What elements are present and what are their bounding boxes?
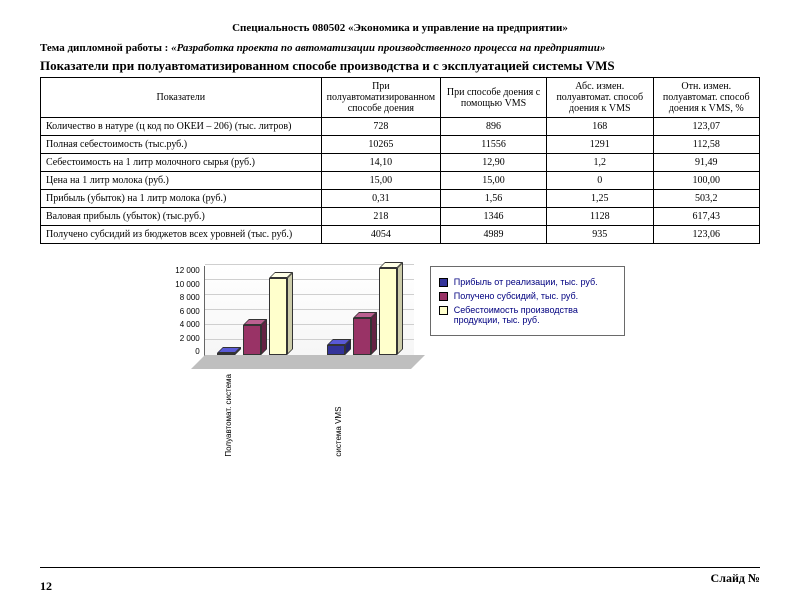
legend-label: Получено субсидий, тыс. руб. <box>454 291 578 301</box>
y-tick-label: 0 <box>195 347 199 356</box>
table-title: Показатели при полуавтоматизированном сп… <box>40 58 760 74</box>
row-label: Валовая прибыль (убыток) (тыс.руб.) <box>41 208 322 226</box>
row-value: 1291 <box>547 136 653 154</box>
row-label: Получено субсидий из бюджетов всех уровн… <box>41 226 322 244</box>
chart-floor <box>191 355 425 369</box>
row-label: Цена на 1 литр молока (руб.) <box>41 172 322 190</box>
indicators-table: ПоказателиПри полуавтоматизированном спо… <box>40 77 760 244</box>
table-row: Цена на 1 литр молока (руб.)15,0015,0001… <box>41 172 760 190</box>
thesis-topic-label: Тема дипломной работы : <box>40 42 171 54</box>
row-value: 1,56 <box>441 190 547 208</box>
table-row: Полная себестоимость (тыс.руб.)102651155… <box>41 136 760 154</box>
row-value: 123,07 <box>653 118 759 136</box>
y-tick-label: 4 000 <box>180 320 200 329</box>
legend-swatch <box>439 278 448 287</box>
row-value: 1,25 <box>547 190 653 208</box>
row-value: 0,31 <box>321 190 440 208</box>
row-value: 14,10 <box>321 154 440 172</box>
chart-area: 12 000 10 000 8 000 6 000 4 000 2 000 0 Полуав… <box>40 266 760 459</box>
table-header-cell: Абс. измен. полуавтомат. способ доения к… <box>547 78 653 118</box>
table-header-cell: При способе доения с помощью VMS <box>441 78 547 118</box>
row-value: 728 <box>321 118 440 136</box>
slide-number-label: Слайд № <box>711 571 760 586</box>
y-axis: 12 000 10 000 8 000 6 000 4 000 2 000 0 <box>175 266 203 356</box>
row-value: 15,00 <box>321 172 440 190</box>
row-value: 15,00 <box>441 172 547 190</box>
legend-item: Себестоимость производства продукции, ты… <box>439 305 616 325</box>
legend-label: Прибыль от реализации, тыс. руб. <box>454 277 598 287</box>
row-value: 12,90 <box>441 154 547 172</box>
thesis-topic-line: Тема дипломной работы : «Разработка прое… <box>40 42 760 54</box>
row-value: 91,49 <box>653 154 759 172</box>
thesis-topic-value: «Разработка проекта по автоматизации про… <box>171 42 605 54</box>
row-label: Количество в натуре (ц код по ОКЕИ – 206… <box>41 118 322 136</box>
specialty-line: Специальность 080502 «Экономика и управл… <box>40 22 760 34</box>
y-tick-label: 2 000 <box>180 334 200 343</box>
row-value: 0 <box>547 172 653 190</box>
table-header-cell: Показатели <box>41 78 322 118</box>
row-value: 617,43 <box>653 208 759 226</box>
table-row: Себестоимость на 1 литр молочного сырья … <box>41 154 760 172</box>
row-value: 100,00 <box>653 172 759 190</box>
x-tick-label: система VMS <box>334 374 394 459</box>
legend-item: Получено субсидий, тыс. руб. <box>439 291 616 301</box>
table-row: Количество в натуре (ц код по ОКЕИ – 206… <box>41 118 760 136</box>
y-tick-label: 8 000 <box>180 293 200 302</box>
row-value: 1,2 <box>547 154 653 172</box>
x-tick-label: Полуавтомат. система <box>224 374 284 459</box>
y-tick-label: 6 000 <box>180 307 200 316</box>
x-axis-labels: Полуавтомат. система система VMS <box>224 374 414 459</box>
legend-swatch <box>439 306 448 315</box>
chart-legend: Прибыль от реализации, тыс. руб. Получено… <box>430 266 625 336</box>
row-value: 168 <box>547 118 653 136</box>
row-value: 4989 <box>441 226 547 244</box>
page-number: 12 <box>40 579 52 594</box>
table-row: Получено субсидий из бюджетов всех уровн… <box>41 226 760 244</box>
row-value: 218 <box>321 208 440 226</box>
legend-label: Себестоимость производства продукции, ты… <box>454 305 616 325</box>
row-label: Прибыль (убыток) на 1 литр молока (руб.) <box>41 190 322 208</box>
y-tick-label: 10 000 <box>175 280 199 289</box>
row-value: 503,2 <box>653 190 759 208</box>
row-value: 1128 <box>547 208 653 226</box>
legend-item: Прибыль от реализации, тыс. руб. <box>439 277 616 287</box>
row-value: 1346 <box>441 208 547 226</box>
row-value: 896 <box>441 118 547 136</box>
y-tick-label: 12 000 <box>175 266 199 275</box>
table-header-cell: Отн. измен. полуавтомат. способ доения к… <box>653 78 759 118</box>
plot-area <box>204 266 414 356</box>
table-header-cell: При полуавтоматизированном способе доени… <box>321 78 440 118</box>
legend-swatch <box>439 292 448 301</box>
footer-separator <box>40 567 760 568</box>
row-value: 123,06 <box>653 226 759 244</box>
row-value: 935 <box>547 226 653 244</box>
table-row: Валовая прибыль (убыток) (тыс.руб.)21813… <box>41 208 760 226</box>
row-value: 4054 <box>321 226 440 244</box>
table-row: Прибыль (убыток) на 1 литр молока (руб.)… <box>41 190 760 208</box>
bar-chart: 12 000 10 000 8 000 6 000 4 000 2 000 0 Полуав… <box>175 266 413 459</box>
row-label: Себестоимость на 1 литр молочного сырья … <box>41 154 322 172</box>
row-value: 112,58 <box>653 136 759 154</box>
row-label: Полная себестоимость (тыс.руб.) <box>41 136 322 154</box>
row-value: 11556 <box>441 136 547 154</box>
row-value: 10265 <box>321 136 440 154</box>
